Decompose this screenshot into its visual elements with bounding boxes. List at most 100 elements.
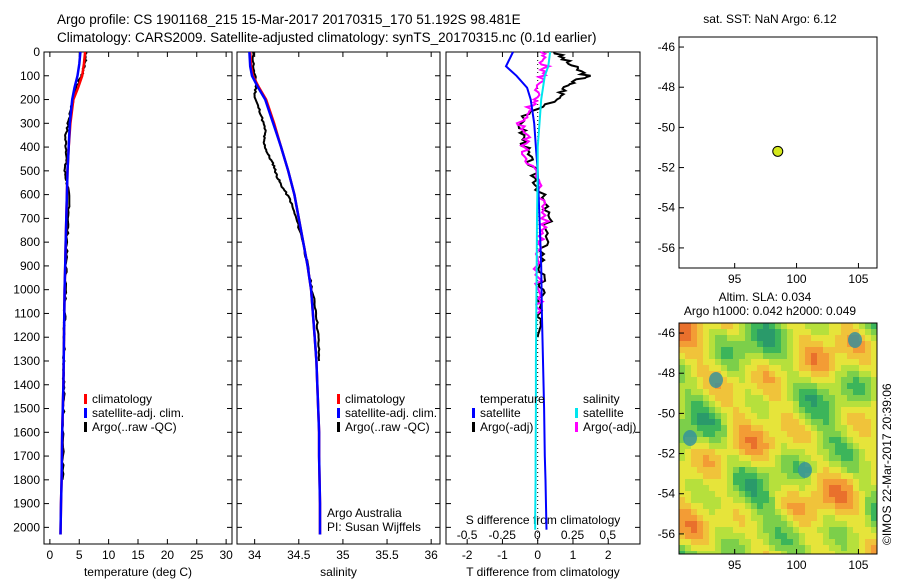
- sla-cell: [709, 479, 716, 486]
- sla-cell: [751, 419, 758, 426]
- sla-cell: [793, 443, 800, 450]
- sla-cell: [715, 527, 722, 534]
- sla-cell: [757, 395, 764, 402]
- sla-cell: [703, 353, 710, 360]
- y-tick-label: 200: [20, 93, 40, 107]
- sla-cell: [709, 449, 716, 456]
- sla-cell: [685, 503, 692, 510]
- sla-cell: [721, 425, 728, 432]
- sla-cell: [865, 401, 872, 408]
- sla-cell: [763, 449, 770, 456]
- sla-cell: [769, 533, 776, 540]
- sla-cell: [805, 443, 812, 450]
- sla-cell: [745, 515, 752, 522]
- sla-cell: [787, 353, 794, 360]
- sla-cell: [733, 365, 740, 372]
- sla-cell: [709, 419, 716, 426]
- sla-cell: [817, 413, 824, 420]
- temp-legend-label: Argo(..raw -QC): [92, 420, 177, 434]
- sla-cell: [763, 545, 770, 552]
- sla-cell: [799, 329, 806, 336]
- sla-cell: [787, 437, 794, 444]
- sla-cell: [709, 503, 716, 510]
- sla-cell: [787, 329, 794, 336]
- sla-cell: [757, 461, 764, 468]
- sla-cell: [829, 521, 836, 528]
- sla-cell: [691, 545, 698, 552]
- sla-cell: [703, 395, 710, 402]
- sla-cell: [733, 449, 740, 456]
- sla-cell: [871, 395, 878, 402]
- sla-cell: [679, 383, 686, 390]
- sla-cell: [811, 353, 818, 360]
- sla-cell: [709, 365, 716, 372]
- sla-cell: [847, 323, 854, 330]
- sla-cell: [871, 497, 878, 504]
- sla-cell: [847, 479, 854, 486]
- sla-cell: [811, 491, 818, 498]
- sla-cell: [841, 329, 848, 336]
- sla-cell: [859, 395, 866, 402]
- sla-cell: [787, 449, 794, 456]
- sla-cell: [787, 539, 794, 546]
- sla-cell: [727, 437, 734, 444]
- sla-cell: [697, 401, 704, 408]
- sla-cell: [823, 509, 830, 516]
- sla-cell: [835, 539, 842, 546]
- sla-cell: [823, 449, 830, 456]
- sla-cell: [709, 467, 716, 474]
- sla-cell: [787, 443, 794, 450]
- sla-cell: [691, 497, 698, 504]
- sla-cell: [841, 485, 848, 492]
- sla-cell: [727, 365, 734, 372]
- sla-cell: [751, 473, 758, 480]
- sla-cell: [679, 533, 686, 540]
- sla-cell: [829, 389, 836, 396]
- sla-cell: [859, 323, 866, 330]
- sla-cell: [727, 449, 734, 456]
- sla-cell: [805, 365, 812, 372]
- sla-cell: [715, 473, 722, 480]
- sla-cell: [793, 521, 800, 528]
- sla-cell: [799, 533, 806, 540]
- sla-cell: [721, 377, 728, 384]
- sla-cell: [805, 533, 812, 540]
- sla-cell: [847, 395, 854, 402]
- sla-cell: [703, 341, 710, 348]
- sla-cell: [691, 467, 698, 474]
- sla-cell: [811, 485, 818, 492]
- sla-cell: [691, 335, 698, 342]
- sla-cell: [721, 449, 728, 456]
- sla-cell: [811, 413, 818, 420]
- sla-cell: [781, 443, 788, 450]
- sla-cell: [679, 539, 686, 546]
- sla-cell: [865, 365, 872, 372]
- sla-cell: [679, 323, 686, 330]
- sla-cell: [733, 491, 740, 498]
- temp-legend-swatch: [84, 394, 87, 404]
- s-tick-label: -0.5: [457, 528, 478, 542]
- sla-cell: [805, 485, 812, 492]
- sla-cell: [829, 395, 836, 402]
- sla-cell: [727, 551, 734, 555]
- sla-cell: [775, 491, 782, 498]
- sla-cell: [691, 383, 698, 390]
- sla-cell: [703, 323, 710, 330]
- sla-cell: [721, 401, 728, 408]
- sla-cell: [739, 527, 746, 534]
- sla-cell: [871, 491, 878, 498]
- map-y-tick-label: -50: [658, 120, 676, 134]
- sla-cell: [715, 401, 722, 408]
- sla-cell: [679, 377, 686, 384]
- sla-cell: [805, 407, 812, 414]
- sla-cell: [859, 341, 866, 348]
- sla-cell: [769, 539, 776, 546]
- sla-cell: [829, 467, 836, 474]
- sla-cell: [817, 329, 824, 336]
- sla-cell: [757, 365, 764, 372]
- sla-cell: [865, 383, 872, 390]
- sla-cell: [781, 353, 788, 360]
- sla-cell: [769, 437, 776, 444]
- sla-cell: [745, 341, 752, 348]
